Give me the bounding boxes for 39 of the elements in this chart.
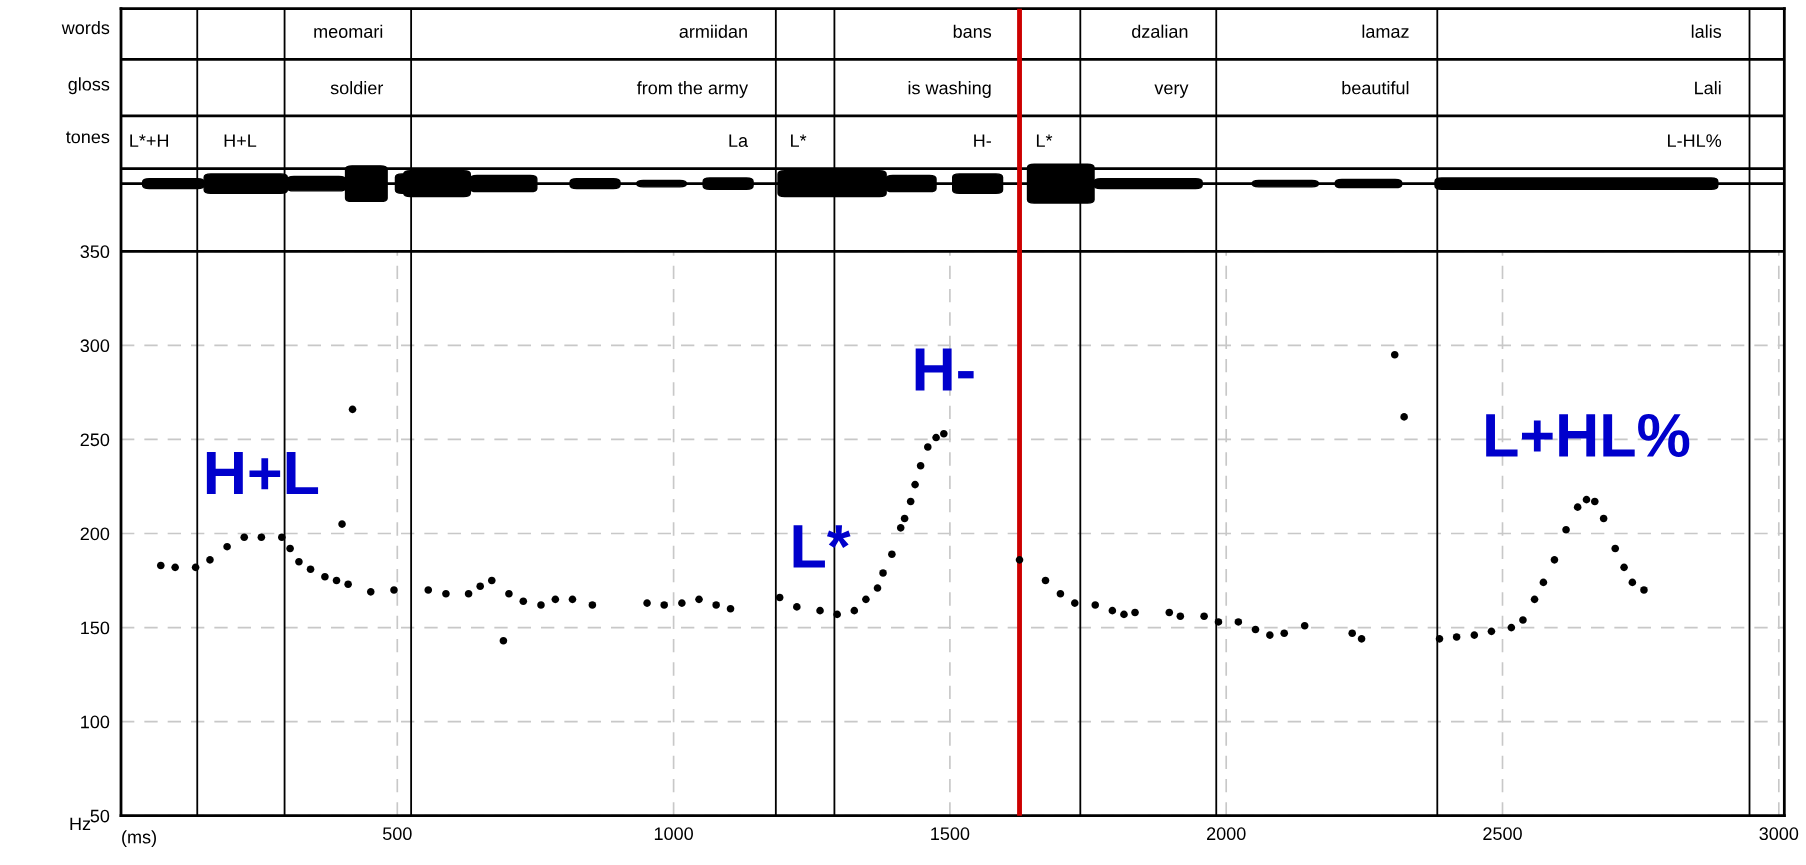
- y-tick-label: 200: [80, 527, 110, 541]
- y-tick-label: 350: [80, 245, 110, 259]
- annotation: L+HL%: [1486, 413, 1690, 457]
- x-tick-label: 1500: [931, 827, 970, 841]
- x-tick-label: 2000: [1207, 827, 1246, 841]
- annotation: L*+H: [130, 134, 169, 147]
- annotation: armiidan: [679, 24, 747, 38]
- x-tick-label: 3000: [1759, 827, 1799, 841]
- annotation: soldier: [330, 81, 384, 95]
- y-tick-label: 150: [81, 621, 110, 635]
- y-axis-title: Hz: [70, 817, 91, 831]
- annotation: meomari: [314, 24, 383, 38]
- annotation: dzalian: [1132, 24, 1188, 38]
- annotation: La: [729, 134, 749, 148]
- x-tick-label: 1000: [654, 827, 693, 841]
- y-tick-label: 100: [81, 715, 110, 729]
- annotation: lamaz: [1362, 24, 1409, 38]
- annotation: H+L: [224, 134, 257, 147]
- annotation: L*: [1036, 134, 1053, 147]
- x-tick-label: 500: [382, 827, 412, 841]
- annotation: L*: [791, 134, 807, 147]
- y-tick-label: 300: [80, 339, 110, 353]
- annotation: lalis: [1691, 24, 1722, 38]
- annotation: Lali: [1695, 81, 1721, 95]
- y-tick-label: words: [61, 20, 110, 35]
- annotation: H-: [974, 134, 991, 147]
- y-tick-label: tones: [66, 131, 110, 144]
- y-tick-label: 250: [80, 433, 110, 447]
- y-tick-label: 50: [90, 809, 110, 823]
- annotation: beautiful: [1342, 81, 1409, 95]
- y-tick-label: gloss: [68, 77, 110, 95]
- x-axis-title: (ms): [122, 830, 156, 848]
- annotation: bans: [953, 24, 992, 38]
- annotation: is washing: [908, 81, 991, 98]
- annotation: very: [1154, 84, 1189, 98]
- annotation: L-HL%: [1668, 134, 1722, 147]
- x-tick-label: 2500: [1483, 827, 1522, 841]
- annotation: H-: [915, 348, 974, 391]
- annotation: from the army: [636, 81, 749, 98]
